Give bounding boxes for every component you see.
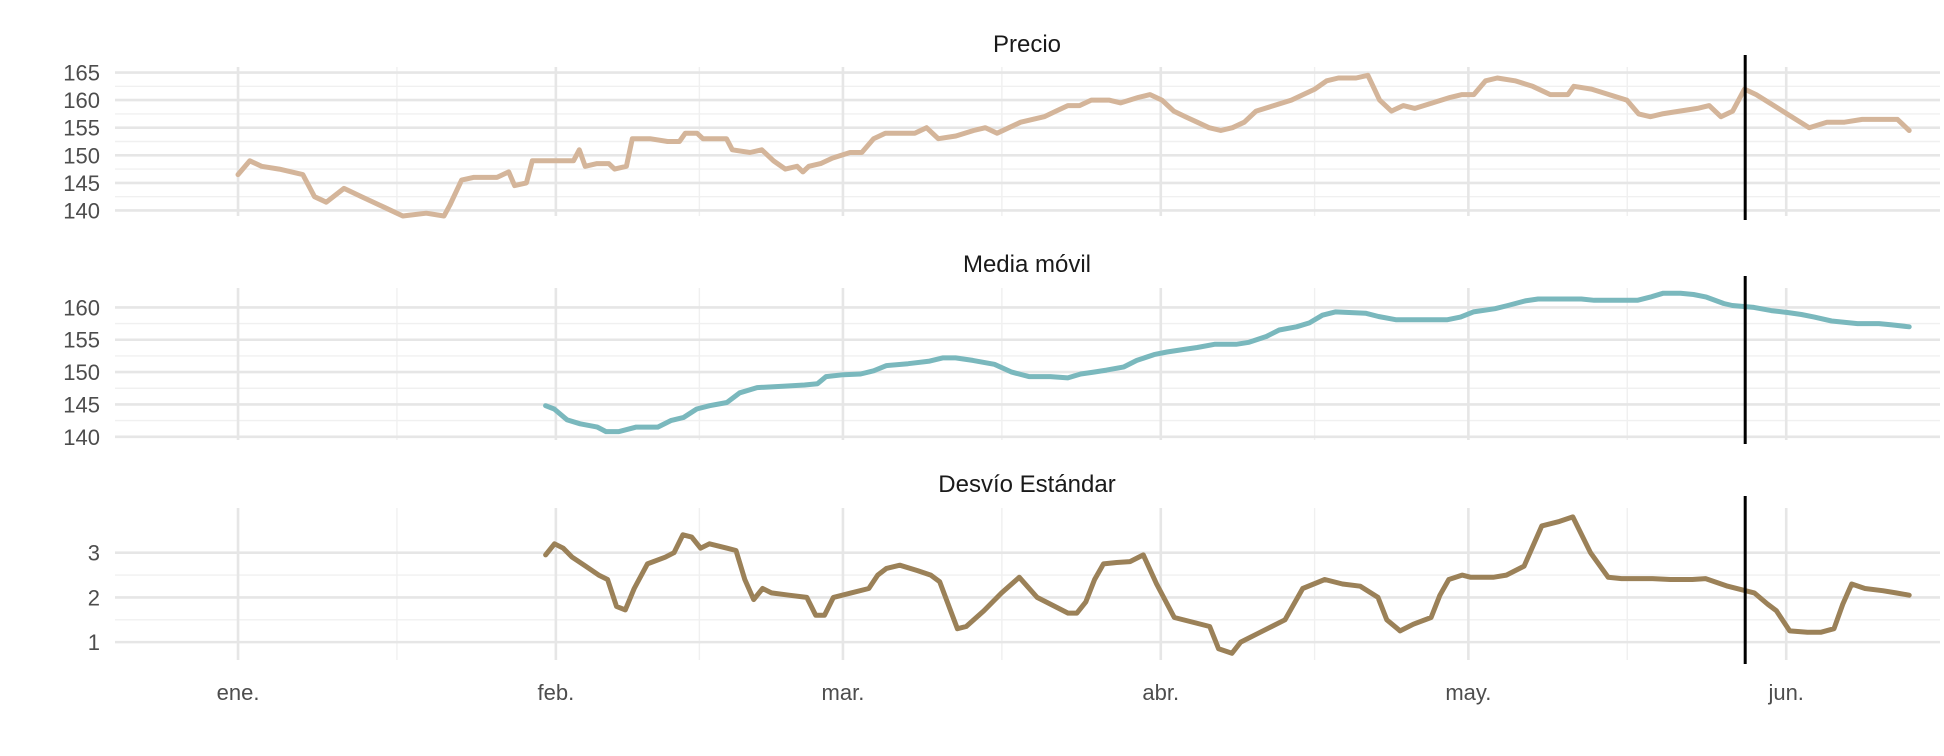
y-tick-label: 145	[63, 171, 100, 196]
y-tick-label: 155	[63, 328, 100, 353]
panel-title-precio: Precio	[993, 31, 1061, 58]
x-tick-label: abr.	[1142, 680, 1179, 705]
y-tick-label: 1	[88, 630, 100, 655]
y-tick-label: 2	[88, 585, 100, 610]
y-tick-label: 165	[63, 61, 100, 86]
y-tick-label: 3	[88, 541, 100, 566]
y-tick-label: 145	[63, 392, 100, 417]
x-tick-label: ene.	[217, 680, 260, 705]
y-tick-label: 160	[63, 295, 100, 320]
y-tick-label: 150	[63, 143, 100, 168]
x-tick-label: jun.	[1767, 680, 1803, 705]
x-tick-label: feb.	[538, 680, 575, 705]
y-tick-label: 150	[63, 360, 100, 385]
series-line-media-movil	[543, 290, 1912, 435]
panel-media-movil: 140 145 150 155 160	[63, 276, 1940, 450]
panel-desvio-estandar: 1 2 3	[88, 496, 1940, 664]
y-tick-label: 160	[63, 88, 100, 113]
series-line-precio	[235, 72, 1912, 219]
x-tick-label: may.	[1445, 680, 1491, 705]
series-line-desvio-estandar	[543, 514, 1912, 656]
y-tick-label: 140	[63, 198, 100, 223]
panel-title-media-movil: Media móvil	[963, 251, 1091, 278]
y-tick-label: 155	[63, 116, 100, 141]
panel-title-desvio-estandar: Desvío Estándar	[938, 471, 1115, 498]
x-axis-labels: ene. feb. mar. abr. may. jun.	[217, 680, 1804, 705]
x-tick-label: mar.	[822, 680, 865, 705]
y-tick-label: 140	[63, 425, 100, 450]
